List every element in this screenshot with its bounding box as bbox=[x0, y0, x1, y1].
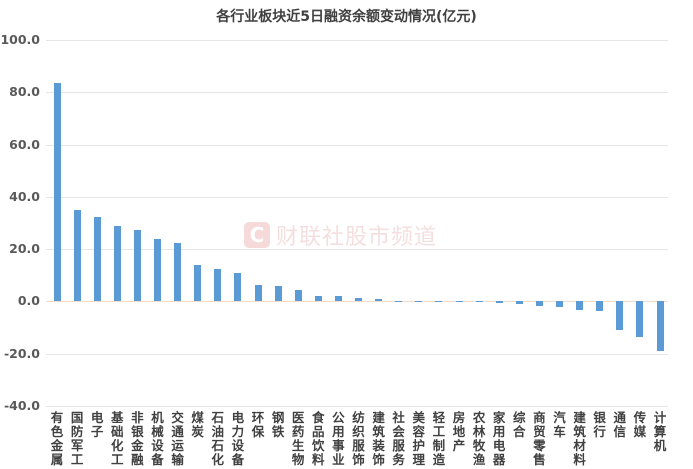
x-tick-label: 机械设备 bbox=[151, 410, 164, 467]
bar bbox=[214, 269, 222, 302]
bar bbox=[455, 301, 463, 303]
bar bbox=[73, 210, 81, 302]
bar bbox=[133, 229, 141, 302]
bar bbox=[234, 272, 242, 302]
y-tick-label: 60.0 bbox=[9, 136, 40, 152]
bar bbox=[194, 264, 202, 302]
bar bbox=[154, 238, 161, 302]
x-tick-label: 电力设备 bbox=[231, 410, 245, 467]
x-tick-label: 基础化工 bbox=[111, 410, 124, 467]
chart-title: 各行业板块近5日融资余额变动情况(亿元) bbox=[216, 9, 477, 25]
gridline bbox=[46, 92, 668, 94]
bar bbox=[274, 285, 282, 302]
x-tick-label: 纺织服饰 bbox=[352, 410, 365, 467]
gridline bbox=[46, 353, 668, 355]
x-tick-label: 石油石化 bbox=[211, 410, 225, 467]
bar bbox=[475, 301, 483, 303]
x-tick-label: 建筑装饰 bbox=[372, 410, 385, 467]
bar bbox=[636, 301, 644, 337]
gridline bbox=[46, 406, 668, 407]
x-tick-label: 国防军工 bbox=[70, 410, 84, 467]
bar bbox=[535, 301, 543, 306]
y-tick-label: -40.0 bbox=[3, 398, 40, 413]
gridline bbox=[46, 301, 668, 303]
x-tick-label: 传媒 bbox=[633, 410, 647, 439]
gridline bbox=[46, 249, 668, 251]
x-tick-label: 综合 bbox=[513, 410, 526, 439]
y-tick-label: 40.0 bbox=[9, 188, 40, 204]
x-tick-label: 计算机 bbox=[653, 410, 667, 453]
x-tick-label: 家用电器 bbox=[492, 410, 506, 467]
bar bbox=[656, 301, 664, 352]
y-tick-label: -20.0 bbox=[3, 345, 40, 361]
bar bbox=[415, 301, 423, 303]
x-tick-label: 建筑材料 bbox=[573, 410, 586, 467]
gridline bbox=[46, 196, 668, 198]
bar bbox=[294, 289, 302, 302]
x-tick-label: 非银金融 bbox=[131, 410, 144, 467]
x-tick-label: 汽车 bbox=[553, 410, 566, 439]
x-tick-label: 商贸零售 bbox=[533, 410, 546, 467]
y-tick-label: 80.0 bbox=[9, 84, 40, 100]
bar bbox=[355, 298, 362, 302]
bar bbox=[174, 243, 182, 302]
watermark-text: 财联社股市频道 bbox=[276, 225, 438, 250]
y-tick-label: 0.0 bbox=[17, 293, 40, 309]
bar bbox=[556, 301, 563, 307]
bar bbox=[435, 301, 443, 303]
x-tick-label: 电子 bbox=[90, 410, 104, 439]
bar bbox=[515, 301, 523, 304]
x-tick-label: 医药生物 bbox=[291, 410, 305, 467]
bar bbox=[596, 301, 604, 311]
cls-logo-icon: C bbox=[244, 222, 270, 248]
x-tick-label: 银行 bbox=[593, 410, 606, 439]
bar bbox=[334, 296, 342, 302]
x-tick-label: 食品饮料 bbox=[312, 410, 325, 467]
watermark: C 财联社股市频道 bbox=[244, 219, 437, 251]
bar bbox=[113, 225, 121, 302]
x-tick-label: 美容护理 bbox=[412, 410, 426, 467]
x-tick-label: 房地产 bbox=[452, 410, 466, 453]
x-tick-label: 公用事业 bbox=[332, 410, 345, 467]
x-tick-label: 煤炭 bbox=[191, 410, 204, 439]
gridline bbox=[46, 40, 668, 41]
bar bbox=[576, 301, 584, 311]
bar bbox=[616, 301, 624, 330]
x-tick-label: 有色金属 bbox=[50, 410, 64, 467]
gridline bbox=[46, 144, 668, 146]
bar bbox=[495, 301, 503, 303]
x-tick-label: 轻工制造 bbox=[432, 410, 446, 467]
bar bbox=[53, 83, 61, 302]
bar bbox=[254, 284, 262, 302]
y-tick-label: 20.0 bbox=[9, 241, 40, 257]
x-tick-label: 环保 bbox=[251, 410, 265, 439]
bar bbox=[314, 295, 322, 302]
bar bbox=[395, 300, 403, 302]
y-tick-label: 100.0 bbox=[0, 32, 40, 47]
x-tick-label: 钢铁 bbox=[271, 410, 285, 439]
x-tick-label: 交通运输 bbox=[171, 410, 184, 467]
x-tick-label: 社会服务 bbox=[392, 410, 405, 467]
bar bbox=[93, 216, 101, 302]
x-tick-label: 通信 bbox=[613, 410, 627, 439]
bar bbox=[375, 299, 383, 302]
x-tick-label: 农林牧渔 bbox=[472, 410, 486, 467]
